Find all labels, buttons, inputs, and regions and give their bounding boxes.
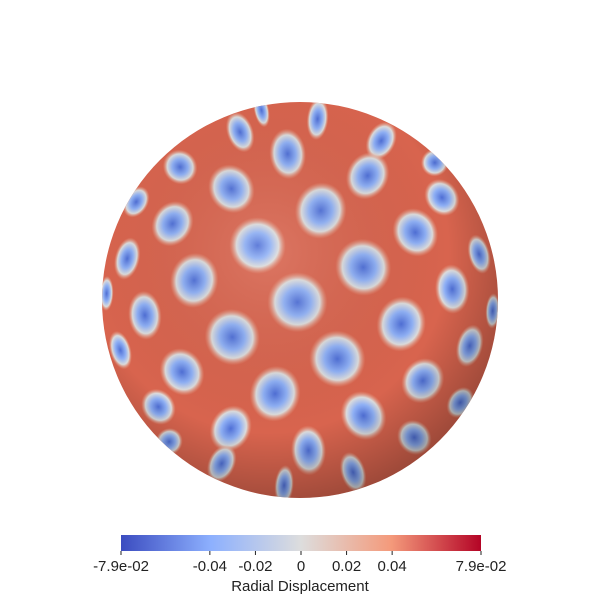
sphere-render-viewport[interactable] — [0, 0, 600, 520]
deformed-sphere — [102, 102, 498, 498]
colorbar — [0, 520, 600, 600]
colorbar-tick-label: 0.02 — [331, 558, 362, 575]
colorbar-tick-label: 0.04 — [377, 558, 407, 575]
colorbar-graphic — [120, 535, 482, 555]
colorbar-tick-label: 0 — [296, 558, 306, 575]
colorbar-gradient — [121, 535, 481, 551]
colorbar-tick-label: 7.9e-02 — [455, 558, 507, 575]
colorbar-title: Radial Displacement — [231, 578, 369, 595]
colorbar-tick-label: -0.02 — [238, 558, 273, 575]
colorbar-tick-label: -0.04 — [192, 558, 227, 575]
colorbar-tick-label: -7.9e-02 — [93, 558, 149, 575]
